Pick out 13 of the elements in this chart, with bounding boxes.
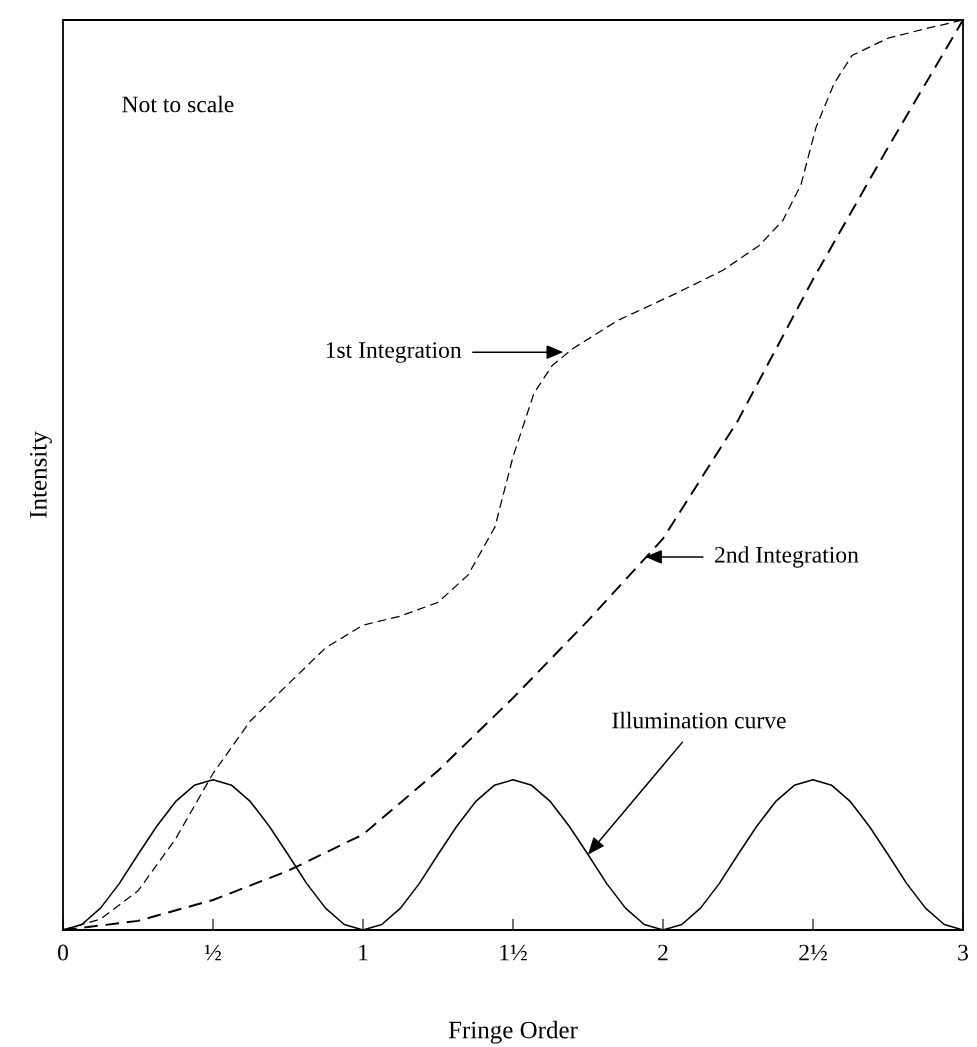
y-axis-title: Intensity bbox=[29, 431, 52, 518]
x-tick-label: 2½ bbox=[799, 944, 827, 961]
x-tick-label: ½ bbox=[204, 944, 221, 961]
annotation: 1st Integration bbox=[326, 342, 462, 363]
annotation: Illumination curve bbox=[612, 711, 786, 729]
x-tick-label: 0 bbox=[58, 944, 68, 961]
x-tick-label: 1 bbox=[359, 944, 368, 961]
x-tick-label: 3 bbox=[958, 944, 968, 961]
annotation: Not to scale bbox=[122, 95, 234, 113]
annotation: 2nd Integration bbox=[715, 546, 859, 568]
x-tick-label: 1½ bbox=[500, 944, 527, 961]
x-tick-label: 2 bbox=[658, 944, 668, 961]
x-axis-title: Fringe Order bbox=[448, 1020, 578, 1044]
